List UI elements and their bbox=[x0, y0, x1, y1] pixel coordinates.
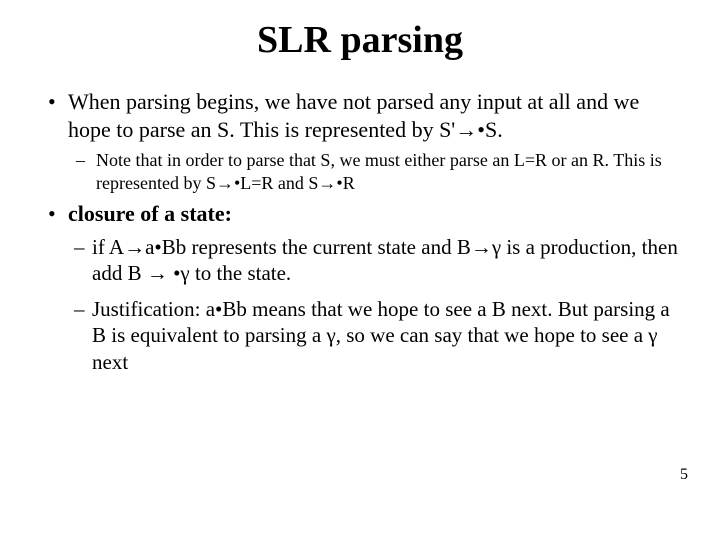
bullet-1-sublist: Note that in order to parse that S, we m… bbox=[68, 149, 680, 194]
bullet-1-sub-1-text: Note that in order to parse that S, we m… bbox=[96, 150, 662, 193]
bullet-list: When parsing begins, we have not parsed … bbox=[40, 88, 680, 375]
slide: SLR parsing When parsing begins, we have… bbox=[0, 0, 720, 540]
bullet-2-sub-2-text: Justification: a•Bb means that we hope t… bbox=[92, 297, 670, 374]
bullet-2-sub-1: if A→a•Bb represents the current state a… bbox=[68, 234, 680, 287]
bullet-1-text: When parsing begins, we have not parsed … bbox=[68, 89, 639, 142]
bullet-1-sub-1: Note that in order to parse that S, we m… bbox=[68, 149, 680, 194]
bullet-2-sub-2: Justification: a•Bb means that we hope t… bbox=[68, 296, 680, 375]
bullet-2-text: closure of a state: bbox=[68, 201, 232, 226]
bullet-2-sublist: if A→a•Bb represents the current state a… bbox=[68, 234, 680, 375]
slide-title: SLR parsing bbox=[40, 18, 680, 62]
bullet-2-sub-1-text: if A→a•Bb represents the current state a… bbox=[92, 235, 678, 285]
bullet-2: closure of a state: if A→a•Bb represents… bbox=[40, 200, 680, 375]
page-number: 5 bbox=[680, 466, 688, 484]
bullet-1: When parsing begins, we have not parsed … bbox=[40, 88, 680, 194]
